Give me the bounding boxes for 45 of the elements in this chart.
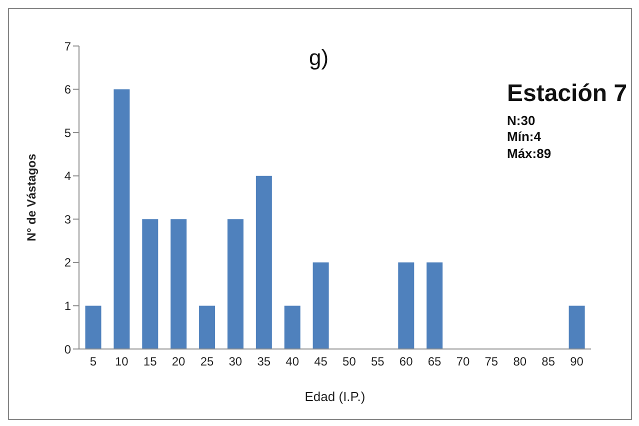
x-tick-label: 90 — [570, 354, 584, 369]
bar — [199, 306, 216, 349]
chart-title: g) — [309, 45, 329, 71]
x-tick-label: 75 — [484, 354, 498, 369]
x-tick-label: 80 — [513, 354, 527, 369]
x-tick-label: 70 — [456, 354, 470, 369]
y-tick-label: 4 — [64, 169, 72, 184]
x-tick-label: 25 — [200, 354, 214, 369]
bar — [426, 262, 443, 349]
bar — [398, 262, 414, 349]
x-tick-label: 10 — [114, 354, 129, 369]
bar — [284, 306, 300, 349]
x-tick-label: 50 — [342, 354, 356, 369]
y-tick-label: 5 — [64, 126, 72, 140]
y-tick-label: 6 — [64, 82, 72, 97]
x-tick-label: 60 — [399, 354, 414, 369]
x-tick-label: 15 — [143, 354, 158, 369]
annotation: Estación 7 — [507, 79, 628, 109]
x-tick-label: 30 — [228, 354, 242, 369]
y-tick-label: 3 — [64, 212, 72, 226]
x-tick-label: 40 — [286, 354, 300, 369]
y-axis-title: N° de Vástagos — [24, 153, 38, 242]
x-tick-label: 5 — [90, 354, 97, 369]
x-axis-title: Edad (I.P.) — [304, 389, 366, 404]
annotation: Mín:4 — [507, 129, 542, 146]
x-tick-label: 55 — [370, 354, 385, 369]
x-tick-label: 20 — [172, 354, 186, 369]
bar — [85, 306, 102, 349]
y-tick-label: 2 — [64, 256, 72, 270]
bar — [142, 219, 158, 349]
bar — [227, 219, 244, 349]
x-tick-label: 65 — [428, 354, 442, 369]
annotation: N:30 — [507, 113, 536, 130]
x-tick-label: 85 — [542, 354, 556, 369]
x-tick-label: 45 — [314, 354, 328, 369]
y-tick-label: 1 — [64, 298, 72, 313]
x-tick-label: 35 — [257, 354, 271, 369]
bar — [114, 89, 130, 349]
annotation: Máx:89 — [507, 146, 552, 162]
y-tick-label: 0 — [64, 342, 72, 356]
bar — [312, 262, 329, 349]
bar — [256, 176, 272, 349]
y-tick-label: 7 — [64, 39, 72, 54]
bar — [568, 306, 585, 349]
bar — [170, 219, 187, 349]
